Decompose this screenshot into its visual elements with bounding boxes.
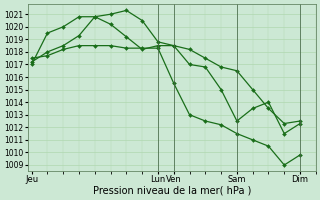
X-axis label: Pression niveau de la mer( hPa ): Pression niveau de la mer( hPa ) <box>92 186 251 196</box>
